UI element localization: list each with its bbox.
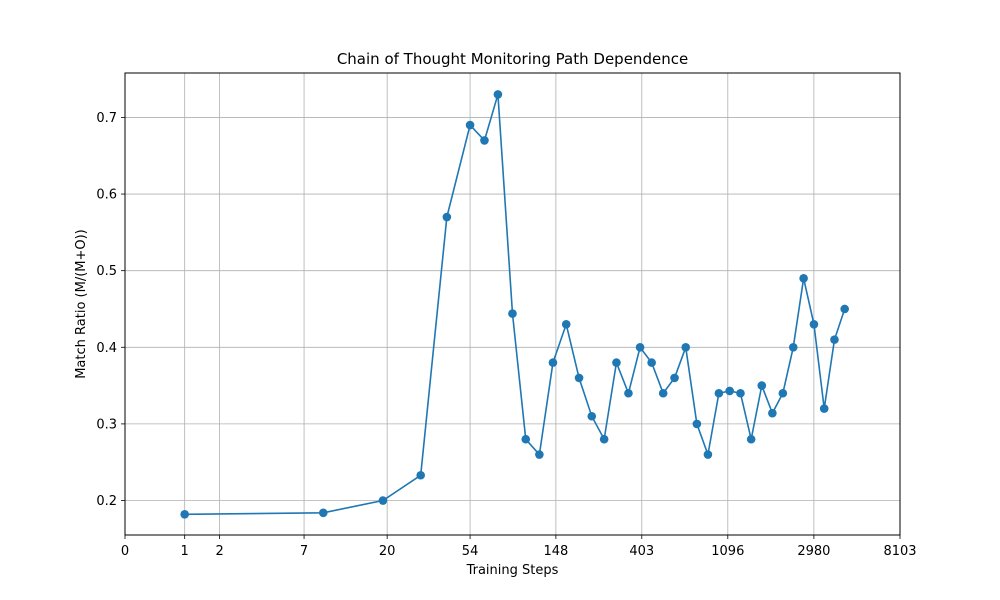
x-tick-label: 7 [300,544,308,559]
data-point [180,510,189,519]
x-tick-label: 20 [379,544,396,559]
data-point [840,304,849,314]
x-tick-label: 2980 [797,544,830,559]
data-point [599,434,609,444]
data-point [480,136,489,145]
data-point [799,274,808,283]
y-tick-label: 0.4 [96,341,117,356]
data-point [757,381,767,390]
x-tick-label: 54 [462,544,479,559]
x-tick-label: 1096 [711,544,744,559]
data-point [624,388,633,398]
data-point [587,411,597,421]
x-tick-label: 148 [543,544,568,559]
y-tick-label: 0.5 [96,264,117,279]
data-point [736,388,745,398]
data-point [658,388,668,398]
plot-frame [124,72,901,536]
data-point [670,373,679,383]
data-point [768,408,777,418]
data-point [465,120,475,130]
x-tick-label: 403 [629,544,654,559]
data-point [788,342,798,352]
data-point [778,388,788,398]
data-point [442,212,452,222]
x-tick-label: 0 [121,544,129,559]
data-point [535,450,544,459]
x-tick-label: 1 [181,544,189,559]
series [180,90,849,519]
data-point [830,335,839,344]
data-point [746,434,756,444]
data-point [819,404,829,413]
data-point [416,470,426,480]
data-point [378,496,388,505]
data-point [692,419,702,429]
data-point [574,373,584,383]
data-point [521,434,531,444]
data-point [725,386,734,396]
data-point [561,320,571,329]
data-point [318,508,328,518]
data-point [493,90,503,99]
x-tick-label: 2 [215,544,223,559]
y-axis-label: Match Ratio (M/(M+O)) [74,229,89,379]
y-tick-label: 0.6 [96,188,117,203]
data-point [809,320,819,329]
data-point [635,342,645,352]
x-axis-label: Training Steps [466,563,559,578]
y-tick-label: 0.2 [96,494,117,509]
data-point [612,358,621,367]
data-point [714,388,724,398]
data-point [703,450,713,459]
data-point [548,358,558,367]
y-tick-label: 0.3 [96,417,117,432]
data-point [681,342,691,352]
ticks: 0 1 2 7 20 54 148 403 1096 2980 8103 0.2 0.3 0.4 0.5 0.… [96,111,916,559]
chart-title: Chain of Thought Monitoring Path Depende… [337,50,688,68]
data-point [508,309,517,318]
x-tick-label: 8103 [883,544,916,559]
data-point [647,358,656,367]
series-line [184,94,846,516]
y-tick-label: 0.7 [96,111,117,126]
